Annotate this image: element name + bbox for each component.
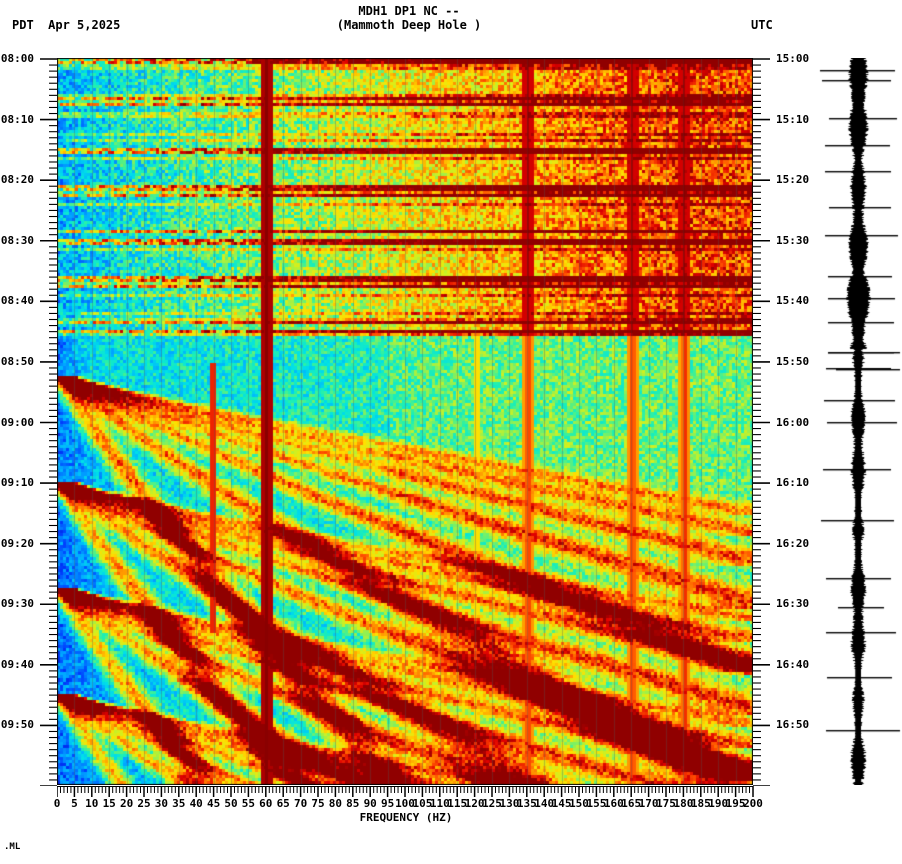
freq-tick-55: 55 bbox=[241, 797, 256, 810]
freq-tick-45: 45 bbox=[206, 797, 221, 810]
freq-tick-90: 90 bbox=[363, 797, 377, 810]
freq-tick-145: 145 bbox=[551, 797, 572, 810]
freq-tick-150: 150 bbox=[569, 797, 589, 810]
freq-tick-185: 185 bbox=[690, 797, 711, 810]
freq-tick-165: 165 bbox=[621, 797, 642, 810]
corner-artifact-mark: .ML bbox=[4, 842, 21, 852]
freq-tick-110: 110 bbox=[429, 797, 450, 810]
freq-tick-155: 155 bbox=[586, 797, 607, 810]
freq-tick-65: 65 bbox=[276, 797, 290, 810]
left-time-label-0820: 08:20 bbox=[0, 173, 34, 187]
freq-tick-25: 25 bbox=[137, 797, 151, 810]
freq-tick-195: 195 bbox=[725, 797, 746, 810]
freq-tick-10: 10 bbox=[85, 797, 99, 810]
freq-tick-190: 190 bbox=[708, 797, 729, 810]
freq-tick-175: 175 bbox=[656, 797, 676, 810]
left-time-label-0950: 09:50 bbox=[0, 718, 34, 732]
freq-tick-200: 200 bbox=[743, 797, 763, 810]
freq-tick-60: 60 bbox=[259, 797, 273, 810]
left-time-label-0830: 08:30 bbox=[0, 233, 34, 247]
freq-tick-125: 125 bbox=[482, 797, 502, 810]
freq-tick-80: 80 bbox=[328, 797, 343, 810]
station-name-text: (Mammoth Deep Hole ) bbox=[336, 18, 482, 32]
freq-tick-0: 0 bbox=[53, 797, 61, 810]
header: PDT Apr 5,2025 MDH1 DP1 NC -- (Mammoth D… bbox=[0, 0, 902, 55]
station-name-title: (Mammoth Deep Hole ) bbox=[0, 18, 902, 32]
freq-tick-105: 105 bbox=[412, 797, 433, 810]
left-time-label-0840: 08:40 bbox=[0, 294, 34, 308]
freq-tick-95: 95 bbox=[380, 797, 395, 810]
freq-tick-115: 115 bbox=[447, 797, 468, 810]
freq-tick-30: 30 bbox=[154, 797, 169, 810]
freq-tick-5: 5 bbox=[71, 797, 78, 810]
frequency-axis-title: FREQUENCY (HZ) bbox=[0, 811, 902, 824]
left-time-label-0850: 08:50 bbox=[0, 354, 34, 368]
frequency-axis-title-text: FREQUENCY (HZ) bbox=[359, 811, 453, 824]
freq-tick-180: 180 bbox=[673, 797, 694, 810]
freq-tick-70: 70 bbox=[293, 797, 308, 810]
utc-timezone-label: UTC bbox=[751, 18, 773, 32]
left-time-label-0920: 09:20 bbox=[0, 536, 34, 550]
chart-title: MDH1 DP1 NC -- (Mammoth Deep Hole ) bbox=[0, 4, 902, 32]
freq-tick-35: 35 bbox=[172, 797, 186, 810]
station-code-title: MDH1 DP1 NC -- bbox=[0, 4, 902, 18]
freq-tick-120: 120 bbox=[464, 797, 485, 810]
freq-tick-130: 130 bbox=[499, 797, 520, 810]
freq-tick-20: 20 bbox=[119, 797, 134, 810]
freq-tick-140: 140 bbox=[534, 797, 555, 810]
freq-tick-100: 100 bbox=[395, 797, 415, 810]
seismogram-trace[interactable] bbox=[818, 58, 902, 785]
frequency-tick-labels: 0 5 10 15 20 25 30 35 40 45 50 55 60 65 70 75 80 85 90 95 10… bbox=[0, 797, 902, 813]
freq-tick-75: 75 bbox=[311, 797, 325, 810]
left-time-label-0910: 09:10 bbox=[0, 476, 34, 490]
left-time-axis bbox=[40, 58, 57, 786]
freq-tick-15: 15 bbox=[102, 797, 116, 810]
right-time-axis bbox=[753, 58, 770, 786]
left-time-label-0930: 09:30 bbox=[0, 597, 34, 611]
freq-tick-40: 40 bbox=[189, 797, 203, 810]
spectrogram-image[interactable] bbox=[57, 58, 753, 785]
freq-tick-160: 160 bbox=[603, 797, 624, 810]
station-code-text: MDH1 DP1 NC -- bbox=[358, 4, 460, 18]
left-time-label-0810: 08:10 bbox=[0, 112, 34, 126]
freq-tick-50: 50 bbox=[224, 797, 238, 810]
timezone-date-label: PDT Apr 5,2025 bbox=[12, 18, 121, 32]
freq-tick-85: 85 bbox=[346, 797, 360, 810]
freq-tick-135: 135 bbox=[516, 797, 537, 810]
freq-tick-170: 170 bbox=[638, 797, 659, 810]
left-time-label-0900: 09:00 bbox=[0, 415, 34, 429]
spectrogram-panel[interactable] bbox=[57, 58, 753, 785]
seismogram-panel[interactable] bbox=[818, 58, 902, 785]
left-time-label-0940: 09:40 bbox=[0, 657, 34, 671]
